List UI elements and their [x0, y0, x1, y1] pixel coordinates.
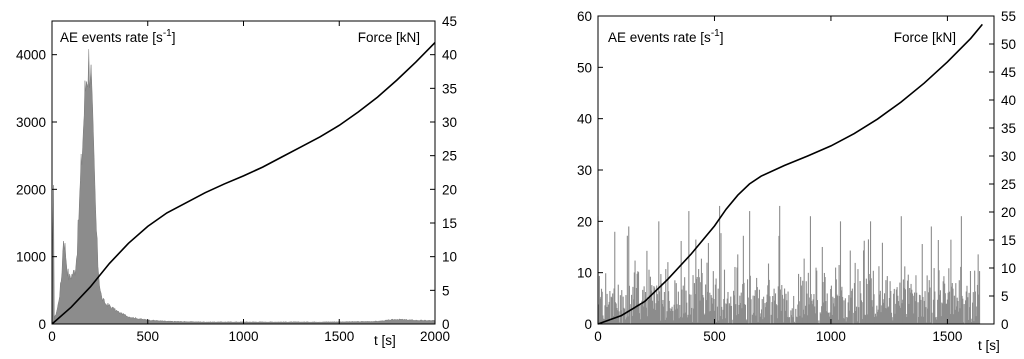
- y-left-tick-label: 1000: [16, 250, 46, 265]
- y-left-tick-label: 10: [577, 266, 592, 281]
- plot-frame: [51, 20, 436, 325]
- x-tick-label: 0: [594, 329, 602, 344]
- y-right-tick-label: 35: [1001, 121, 1016, 136]
- x-axis-title: t [s]: [374, 333, 396, 348]
- left-axis-title: AE events rate [s-1]: [608, 28, 723, 45]
- y-right-tick-label: 45: [1001, 65, 1016, 80]
- x-tick-label: 0: [48, 329, 56, 344]
- right-axis-title: Force [kN]: [358, 30, 420, 45]
- y-right-tick-label: 35: [442, 81, 457, 96]
- chart-right: AE events rate [s-1] Force [kN] t [s] 0 5…: [512, 0, 1024, 354]
- y-right-tick-label: 0: [1001, 317, 1009, 332]
- x-tick-label: 500: [703, 329, 726, 344]
- x-tick-label: 2000: [420, 329, 450, 344]
- y-right-tick-label: 30: [442, 115, 457, 130]
- ae-rate-area: [51, 49, 436, 325]
- y-right-tick-label: 55: [1001, 9, 1016, 24]
- x-axis-title: t [s]: [978, 338, 1000, 353]
- chart-right-svg: AE events rate [s-1] Force [kN] t [s] 0 5…: [577, 9, 1016, 353]
- y-left-tick-label: 2000: [16, 182, 46, 197]
- y-right-tick-label: 10: [442, 250, 457, 265]
- y-right-tick-label: 0: [442, 317, 450, 332]
- y-right-tick-label: 15: [1001, 233, 1016, 248]
- x-tick-label: 1500: [932, 329, 962, 344]
- y-right-tick-label: 25: [1001, 177, 1016, 192]
- y-right-tick-label: 20: [442, 182, 457, 197]
- chart-left-svg: AE events rate [s-1] Force [kN] t [s] 0 5…: [16, 14, 457, 348]
- axes-left: 0 500 1000 1500 2000010002000300040000510152…: [16, 14, 457, 344]
- force-line: [51, 41, 436, 325]
- x-tick-label: 500: [136, 329, 159, 344]
- y-right-tick-label: 10: [1001, 261, 1016, 276]
- y-left-tick-label: 0: [584, 317, 592, 332]
- y-left-tick-label: 50: [577, 60, 592, 75]
- y-left-tick-label: 0: [38, 317, 46, 332]
- y-right-tick-label: 30: [1001, 149, 1016, 164]
- y-right-tick-label: 5: [1001, 289, 1009, 304]
- x-tick-label: 1000: [228, 329, 258, 344]
- x-tick-label: 1500: [324, 329, 354, 344]
- y-right-tick-label: 50: [1001, 37, 1016, 52]
- y-left-tick-label: 20: [577, 214, 592, 229]
- ae-rate-bars: [597, 205, 981, 324]
- y-right-tick-label: 15: [442, 216, 457, 231]
- y-right-tick-label: 25: [442, 149, 457, 164]
- left-axis-title: AE events rate [s-1]: [60, 28, 175, 45]
- y-right-tick-label: 40: [1001, 93, 1016, 108]
- axes-right: 0 500 1000 1500 0 10 20 30 40 50 60 0 5 10 15 20 25 30 35 4…: [577, 9, 1016, 344]
- y-left-tick-label: 3000: [16, 115, 46, 130]
- y-right-tick-label: 5: [442, 283, 450, 298]
- y-left-tick-label: 40: [577, 112, 592, 127]
- x-tick-label: 1000: [816, 329, 846, 344]
- y-left-tick-label: 60: [577, 9, 592, 24]
- y-right-tick-label: 45: [442, 14, 457, 29]
- force-line: [597, 23, 983, 325]
- y-right-tick-label: 40: [442, 48, 457, 63]
- chart-left: AE events rate [s-1] Force [kN] t [s] 0 5…: [0, 0, 512, 354]
- y-left-tick-label: 4000: [16, 48, 46, 63]
- y-left-tick-label: 30: [577, 163, 592, 178]
- right-axis-title: Force [kN]: [894, 30, 956, 45]
- y-right-tick-label: 20: [1001, 205, 1016, 220]
